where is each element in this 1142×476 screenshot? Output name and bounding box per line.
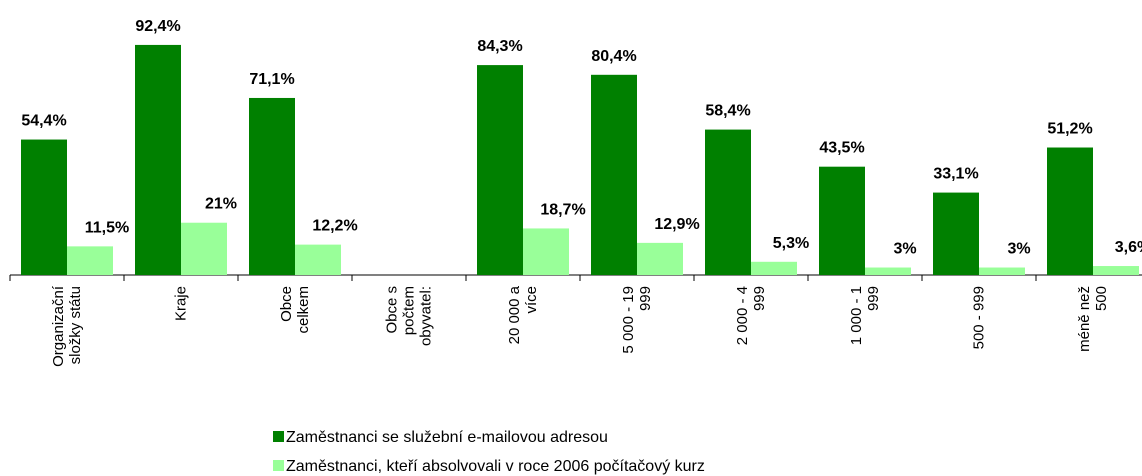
bar: [591, 74, 637, 275]
bar: [819, 166, 865, 275]
x-tick-label: Obce s počtem obyvatel:: [383, 286, 435, 347]
value-label: 43,5%: [819, 140, 864, 157]
bar: [1093, 266, 1139, 275]
value-label: 3%: [1007, 241, 1030, 258]
value-label: 11,5%: [85, 219, 129, 236]
value-label: 92,4%: [135, 18, 180, 35]
value-label: 80,4%: [591, 48, 636, 65]
x-tick-label: Organizační složky státu: [50, 286, 84, 367]
value-label: 51,2%: [1047, 121, 1092, 138]
bar: [523, 228, 569, 275]
value-label: 18,7%: [540, 201, 585, 218]
bar: [21, 139, 67, 275]
value-label: 3,6%: [1115, 239, 1142, 256]
legend-label: Zaměstnanci se služební e-mailovou adres…: [286, 429, 608, 446]
legend-label: Zaměstnanci, kteří absolvovali v roce 20…: [286, 458, 705, 475]
value-label: 3%: [893, 241, 916, 258]
x-tick-label: 1 000 - 1 999: [848, 286, 882, 346]
bar: [751, 261, 797, 275]
legend-swatch: [273, 460, 284, 471]
x-tick-label: 20 000 a více: [506, 286, 540, 345]
bar: [705, 129, 751, 275]
bar: [979, 267, 1025, 275]
bar: [249, 97, 295, 275]
legend-swatch: [273, 431, 284, 442]
x-tick-label: 5 000 - 19 999: [620, 286, 654, 354]
value-label: 33,1%: [933, 166, 978, 183]
bar: [1047, 147, 1093, 275]
x-tick-label: 2 000 - 4 999: [734, 286, 768, 346]
value-label: 21%: [205, 196, 237, 213]
bar: [865, 267, 911, 275]
x-tick-label: méně než 500: [1076, 286, 1110, 352]
bar: [477, 65, 523, 275]
bar: [67, 246, 113, 275]
x-tick-label: Kraje: [172, 286, 190, 322]
x-tick-label: 500 - 999: [970, 286, 988, 350]
value-label: 84,3%: [477, 38, 522, 55]
value-label: 5,3%: [773, 235, 809, 252]
bar: [933, 192, 979, 275]
value-label: 12,2%: [312, 218, 357, 235]
bar: [135, 44, 181, 276]
value-label: 12,9%: [654, 216, 699, 233]
bar: [295, 244, 341, 275]
x-tick-label: Obce celkem: [278, 286, 312, 334]
value-label: 54,4%: [21, 113, 66, 130]
value-label: 58,4%: [705, 103, 750, 120]
bar: [181, 222, 227, 275]
bar: [637, 242, 683, 275]
value-label: 71,1%: [249, 71, 294, 88]
